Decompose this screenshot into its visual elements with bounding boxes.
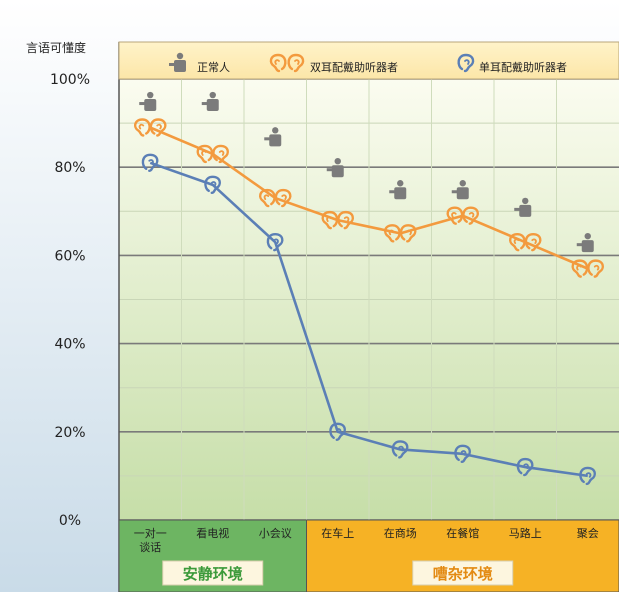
x-tick-label: 聚会 xyxy=(577,527,599,540)
x-tick-label: 看电视 xyxy=(196,526,229,540)
environment-groups: 安静环境 嘈杂环境 xyxy=(118,519,619,592)
x-tick-label: 在商场 xyxy=(384,526,417,540)
y-axis-label: 言语可懂度 xyxy=(26,40,86,55)
x-tick-label: 小会议 xyxy=(259,527,292,540)
group-band: 嘈杂环境 xyxy=(306,519,619,592)
legend xyxy=(118,41,619,80)
y-tick-label: 40% xyxy=(54,337,85,353)
y-tick-label: 0% xyxy=(59,513,81,529)
y-tick-label: 100% xyxy=(50,72,90,88)
group-label-box xyxy=(412,560,514,586)
y-tick-label: 20% xyxy=(54,425,85,441)
legend-label-monaural: 单耳配戴助听器者 xyxy=(479,60,567,74)
series-line xyxy=(149,161,588,478)
group-label-box xyxy=(162,560,264,586)
grid xyxy=(119,78,619,521)
series-line xyxy=(149,126,589,270)
group-label: 嘈杂环境 xyxy=(433,565,493,583)
x-tick-label: 一对一 xyxy=(134,526,167,540)
series-ear-pair xyxy=(133,118,605,278)
group-band: 安静环境 xyxy=(118,519,307,592)
legend-label-normal: 正常人 xyxy=(197,61,230,74)
x-tick-label: 谈话 xyxy=(139,541,161,554)
series-ear xyxy=(141,153,597,486)
series-layer xyxy=(133,91,605,486)
x-tick-label: 马路上 xyxy=(509,527,542,540)
group-label: 安静环境 xyxy=(183,565,243,583)
y-tick-label: 60% xyxy=(54,248,85,264)
x-tick-label: 在车上 xyxy=(321,526,354,540)
y-tick-label: 80% xyxy=(54,160,85,176)
legend-item-monaural: 单耳配戴助听器者 xyxy=(457,53,567,74)
legend-item-normal: 正常人 xyxy=(169,52,230,74)
legend-label-binaural: 双耳配戴助听器者 xyxy=(310,60,398,74)
y-tick-labels: 100% 80% 60% 40% 20% 0% xyxy=(50,72,90,529)
x-tick-label: 在餐馆 xyxy=(446,526,479,540)
legend-item-binaural: 双耳配戴助听器者 xyxy=(269,53,398,74)
